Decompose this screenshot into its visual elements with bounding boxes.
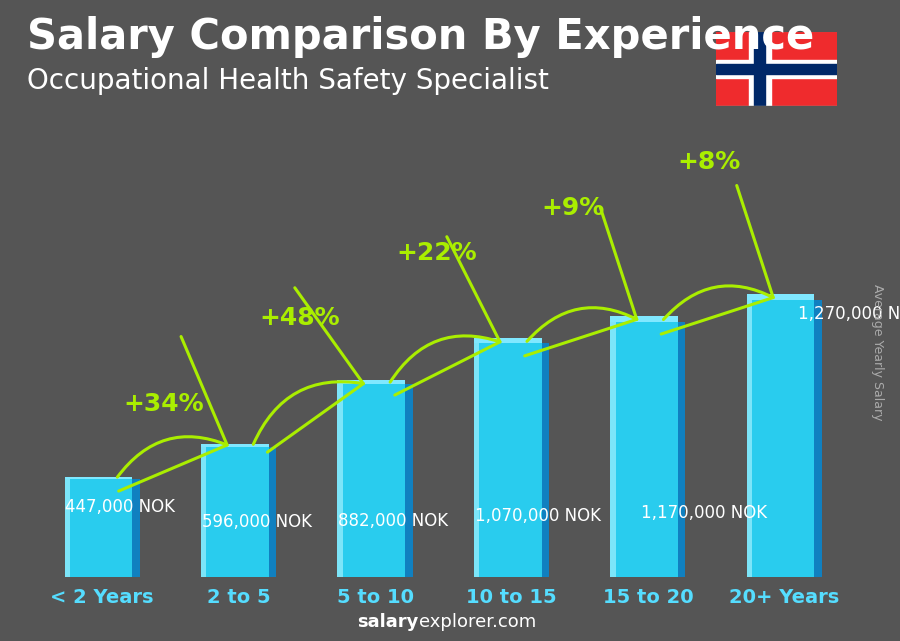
Bar [716, 60, 837, 78]
Bar [474, 344, 542, 577]
Bar [132, 479, 140, 577]
Bar [814, 300, 822, 577]
Bar [201, 447, 268, 577]
Text: +22%: +22% [396, 241, 477, 265]
FancyArrowPatch shape [117, 337, 227, 491]
FancyArrowPatch shape [662, 185, 773, 334]
Bar [747, 300, 752, 577]
Bar [754, 32, 765, 106]
Bar [474, 338, 542, 344]
Text: +9%: +9% [541, 196, 605, 220]
Text: salary: salary [357, 613, 418, 631]
Bar [338, 385, 405, 577]
Bar [65, 478, 132, 479]
Bar [65, 479, 132, 577]
Text: 882,000 NOK: 882,000 NOK [338, 512, 448, 530]
FancyArrowPatch shape [525, 207, 637, 356]
Bar [338, 385, 343, 577]
Bar [542, 344, 549, 577]
Bar [268, 447, 276, 577]
Text: Salary Comparison By Experience: Salary Comparison By Experience [27, 16, 814, 58]
Text: +34%: +34% [123, 392, 203, 416]
Bar [201, 447, 206, 577]
Bar [749, 32, 770, 106]
Text: Average Yearly Salary: Average Yearly Salary [871, 285, 884, 420]
FancyArrowPatch shape [253, 288, 364, 452]
Bar [678, 322, 686, 577]
Text: explorer.com: explorer.com [418, 613, 536, 631]
Bar [716, 64, 837, 74]
Text: 447,000 NOK: 447,000 NOK [65, 497, 176, 515]
Bar [747, 294, 814, 300]
Bar [610, 316, 678, 322]
Bar [610, 322, 616, 577]
Text: Occupational Health Safety Specialist: Occupational Health Safety Specialist [27, 67, 549, 96]
Bar [201, 444, 268, 447]
FancyArrowPatch shape [390, 237, 500, 395]
Text: +48%: +48% [259, 306, 340, 330]
Bar [405, 385, 412, 577]
Text: 1,270,000 NOK: 1,270,000 NOK [798, 304, 900, 322]
Bar [747, 300, 814, 577]
Bar [610, 322, 678, 577]
Bar [65, 479, 70, 577]
Text: +8%: +8% [678, 151, 741, 174]
Text: 1,070,000 NOK: 1,070,000 NOK [474, 507, 600, 525]
Text: 1,170,000 NOK: 1,170,000 NOK [641, 504, 768, 522]
Text: 596,000 NOK: 596,000 NOK [202, 513, 311, 531]
Bar [474, 344, 480, 577]
Bar [338, 380, 405, 385]
